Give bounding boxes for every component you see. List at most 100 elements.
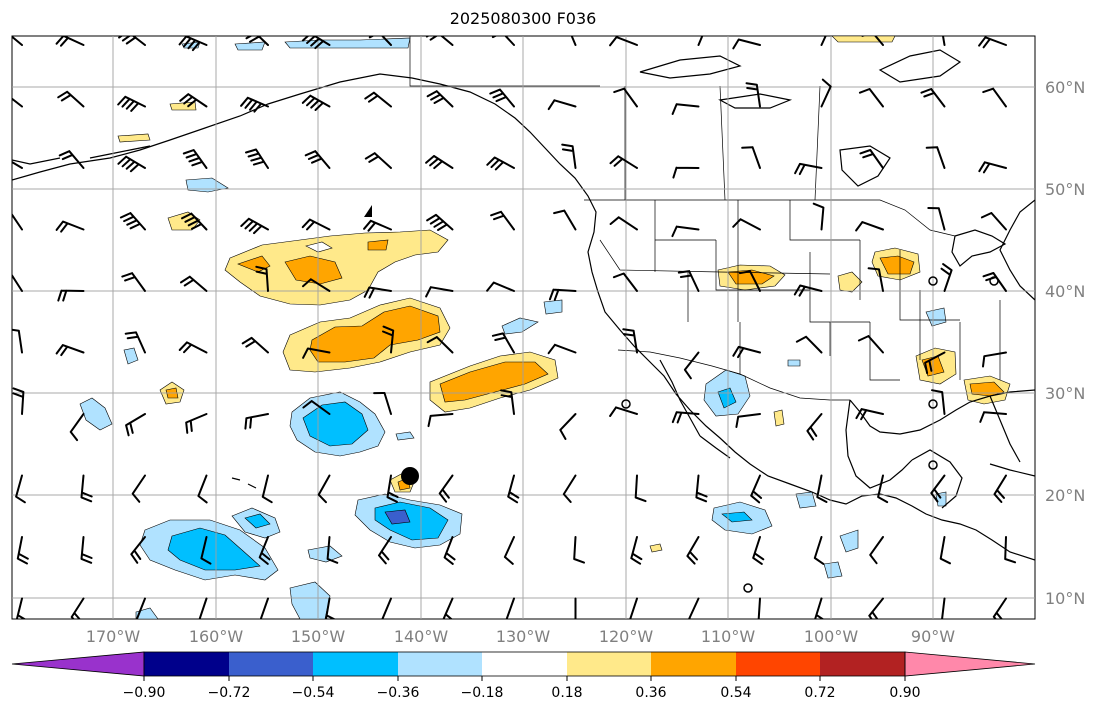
wind-barb [302,400,331,415]
wind-barb [131,474,146,503]
wind-barb [795,335,823,354]
wind-barb [302,278,331,292]
colorbar-outline [143,651,906,677]
lon-label: 100°W [804,627,859,646]
colorbar: −0.90 −0.72 −0.54 −0.36 −0.18 0.18 0.36 … [11,651,1036,701]
wind-barb [695,474,708,503]
wind-barb [427,413,454,428]
contour-negative-26 [721,511,753,523]
wind-barb [125,413,146,437]
wind-barb [609,216,638,231]
coastline-gulf-of-mexico [849,389,1035,435]
wind-barb [363,286,392,299]
wind-barb [732,218,761,231]
contour-fills [79,36,1011,619]
wind-barb [425,36,454,46]
colorbar-tick-label: −0.72 [208,685,251,701]
contour-positive-8 [439,361,549,403]
wind-barb [979,411,1007,423]
contour-positive-20 [879,255,915,275]
colorbar-tick-label: −0.90 [123,685,166,701]
wind-barb [993,474,1007,503]
wind-barb [15,474,26,504]
border-alaska [409,36,600,87]
wind-barb [12,97,23,108]
wind-barb [930,474,946,503]
wind-barb [486,156,515,171]
wind-barb [741,146,761,169]
wind-barb [992,597,1007,619]
lon-label: 140°W [394,627,449,646]
colorbar-tick-label: 0.18 [551,685,582,701]
wind-barb [671,225,700,238]
wind-barb [939,536,951,565]
contour-negative-15 [135,607,159,619]
wind-barb [814,597,825,619]
wind-barb [503,536,515,565]
wind-barb [925,146,946,169]
wind-barb [70,597,85,619]
wind-barb [613,87,638,108]
wind-barb [507,474,520,504]
lat-label: 10°N [1045,589,1085,608]
wind-barb [426,213,454,231]
wind-barb [373,392,392,415]
wind-barb [562,474,577,503]
contour-negative-27 [795,491,817,509]
wind-barb [794,162,823,176]
wind-barb [813,536,825,565]
wind-barb [425,286,454,298]
wind-barb [324,597,337,619]
wind-barb [630,536,643,565]
colorbar-segment [313,652,398,676]
wind-barb [302,347,331,359]
colorbar-tick-label: 0.72 [804,685,835,701]
lat-label: 30°N [1045,384,1085,403]
wind-barb [869,536,884,565]
wind-barb [15,597,27,619]
wind-barb [301,36,331,50]
wind-barb [117,155,146,173]
wind-barb [438,474,454,503]
wind-barb [378,536,392,565]
wind-barb [16,536,29,565]
wind-barb [861,36,884,46]
wind-barb [244,413,269,430]
contour-negative-3 [302,401,369,447]
wind-barb [301,218,331,231]
wind-barb [55,220,85,233]
wind-barb [304,150,331,169]
wind-barb [55,344,85,357]
coastline-gulf-west [845,399,913,489]
wind-barb [326,536,339,564]
wind-barb [732,38,761,50]
wind-barb [301,94,331,111]
wind-barb [426,336,454,354]
lon-label: 90°W [911,627,955,646]
contour-negative-29 [823,561,843,579]
wind-barb [197,474,208,504]
wind-barb [683,351,700,380]
lon-label: 170°W [86,627,141,646]
coastline-hudson [839,145,891,187]
lon-label: 160°W [189,627,244,646]
wind-barb [609,406,638,417]
wind-barb [12,36,23,46]
wind-barb [793,284,823,297]
wind-barb [443,536,456,565]
wind-barb [688,597,700,619]
colorbar-segment [229,652,313,676]
coastline-florida [989,395,1021,463]
wind-barb [672,166,700,179]
wind-barb [489,88,515,108]
coastline-yucatan [911,449,963,509]
wind-barb [553,209,577,231]
border-us-canada [584,199,956,237]
coastline-arctic-island-3 [878,49,962,83]
wind-barb [69,413,85,442]
lon-label: 120°W [599,627,654,646]
wind-barb [738,270,761,292]
barb-flag [364,205,372,217]
wind-barb [941,597,946,619]
